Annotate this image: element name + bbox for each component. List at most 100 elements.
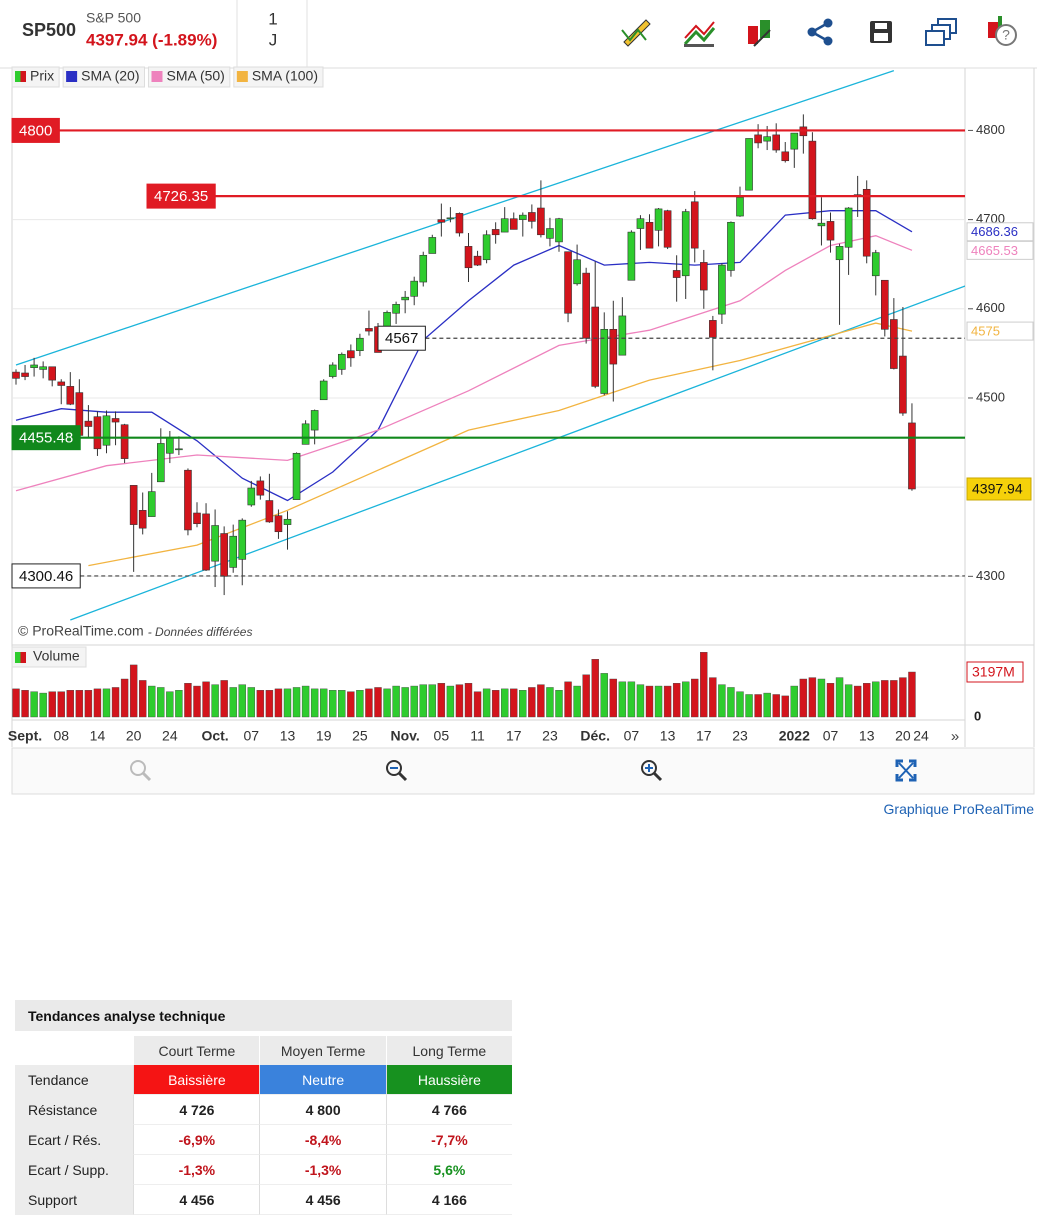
volume-bar — [265, 690, 274, 718]
volume-bar — [30, 691, 38, 718]
volume-bar — [138, 680, 147, 718]
volume-bar — [93, 688, 102, 718]
candle-body — [835, 246, 844, 261]
volume-bar — [66, 690, 75, 718]
zoom-in-icon[interactable] — [641, 760, 663, 782]
table-cell: -1,3% — [133, 1155, 260, 1185]
volume-bar — [682, 681, 690, 718]
zoom-reset-icon[interactable] — [130, 760, 152, 782]
level-label-box — [11, 425, 81, 451]
price: 4397.94 (-1.89%) — [86, 30, 217, 49]
x-tick-label: 07 — [624, 728, 640, 744]
volume-bar — [591, 659, 599, 718]
volume-bar — [310, 688, 319, 718]
volume-bar — [727, 687, 735, 718]
indicator-icon[interactable] — [683, 21, 716, 47]
volume-bar — [501, 688, 509, 718]
volume-bar — [12, 688, 20, 718]
trend-table: Tendances analyse technique Court Terme Mo… — [15, 1000, 512, 1215]
fullscreen-icon[interactable] — [895, 759, 917, 782]
candle-body — [772, 134, 781, 151]
table-row: Résistance 4 726 4 800 4 766 — [15, 1095, 512, 1125]
volume-bar — [347, 691, 355, 718]
candle-body — [84, 420, 93, 427]
save-icon[interactable] — [870, 21, 892, 43]
candle-body — [265, 500, 274, 523]
table-cell: Haussière — [385, 1065, 512, 1095]
table-cell: 5,6% — [385, 1155, 512, 1185]
footer-link[interactable]: Graphique ProRealTime — [883, 801, 1034, 817]
volume-bar — [491, 690, 500, 718]
candle-body — [754, 134, 762, 144]
candle-body — [699, 262, 708, 291]
table-row: Ecart / Rés. -6,9% -8,4% -7,7% — [15, 1125, 512, 1155]
volume-bar — [763, 692, 771, 718]
windows-icon[interactable] — [925, 18, 957, 46]
candle-body — [763, 136, 771, 142]
volume-bar — [84, 690, 93, 718]
level-label: 4455.48 — [19, 430, 73, 447]
legend-bg — [147, 66, 231, 88]
price-label: 4397.94 — [972, 481, 1023, 497]
candle-body — [356, 337, 364, 352]
volume-bar — [736, 691, 744, 718]
volume-bar — [781, 695, 789, 718]
sma-line — [15, 210, 913, 502]
row-label: Résistance — [15, 1095, 134, 1125]
help-icon[interactable]: ? — [988, 16, 1017, 46]
candle-body — [446, 217, 455, 220]
candle-body — [555, 218, 563, 243]
volume-bar — [582, 674, 590, 718]
share-icon[interactable] — [807, 18, 833, 46]
candle-body — [808, 140, 817, 220]
volume-bar — [890, 680, 898, 718]
volume-bar — [247, 687, 256, 718]
volume-bar — [473, 691, 482, 718]
scroll-right[interactable]: » — [951, 728, 959, 745]
volume-bar — [193, 685, 201, 718]
legend-bg — [11, 646, 87, 668]
order-icon[interactable] — [748, 20, 771, 47]
candle-body — [690, 201, 699, 249]
volume-bar — [654, 685, 663, 718]
candle-body — [817, 222, 826, 227]
table-row: Ecart / Supp. -1,3% -1,3% 5,6% — [15, 1155, 512, 1185]
volume-bar — [455, 684, 464, 718]
candle-body — [582, 272, 590, 339]
volume-bar — [274, 688, 283, 718]
candle-body — [319, 380, 328, 401]
source: © ProRealTime.com — [18, 623, 144, 639]
candle-body — [826, 221, 835, 241]
volume-bar — [111, 687, 120, 718]
legend-label: SMA (50) — [166, 68, 224, 84]
candle-body — [138, 510, 147, 529]
last-value-label: 4575 — [971, 324, 1000, 339]
candle-body — [437, 219, 446, 223]
x-tick-label: 08 — [53, 728, 69, 744]
y-tick-label: 4600 — [976, 300, 1005, 315]
volume-bar — [283, 688, 292, 718]
x-tick-label: 11 — [470, 728, 485, 744]
candle-body — [347, 350, 355, 359]
volume-bar — [872, 681, 880, 718]
volume-bar — [600, 673, 608, 718]
x-tick-label: 07 — [823, 728, 839, 744]
period[interactable]: 1 — [268, 9, 277, 28]
candle-body — [30, 364, 38, 368]
volume-bar — [175, 690, 183, 718]
volume-bar — [129, 664, 138, 718]
table-cell: -8,4% — [259, 1125, 386, 1155]
zoom-out-icon[interactable] — [386, 760, 408, 782]
volume-bar — [817, 678, 826, 718]
table-cell: Baissière — [133, 1065, 260, 1095]
candle-body — [627, 231, 636, 281]
period-unit[interactable]: J — [269, 30, 278, 49]
table-cell: -7,7% — [385, 1125, 512, 1155]
candle-body — [166, 437, 174, 454]
draw-icon[interactable] — [621, 19, 651, 47]
level-label: 4567 — [385, 330, 418, 347]
candle-body — [645, 221, 654, 249]
candle-body — [862, 188, 871, 257]
y-tick-label: 4800 — [976, 122, 1005, 137]
